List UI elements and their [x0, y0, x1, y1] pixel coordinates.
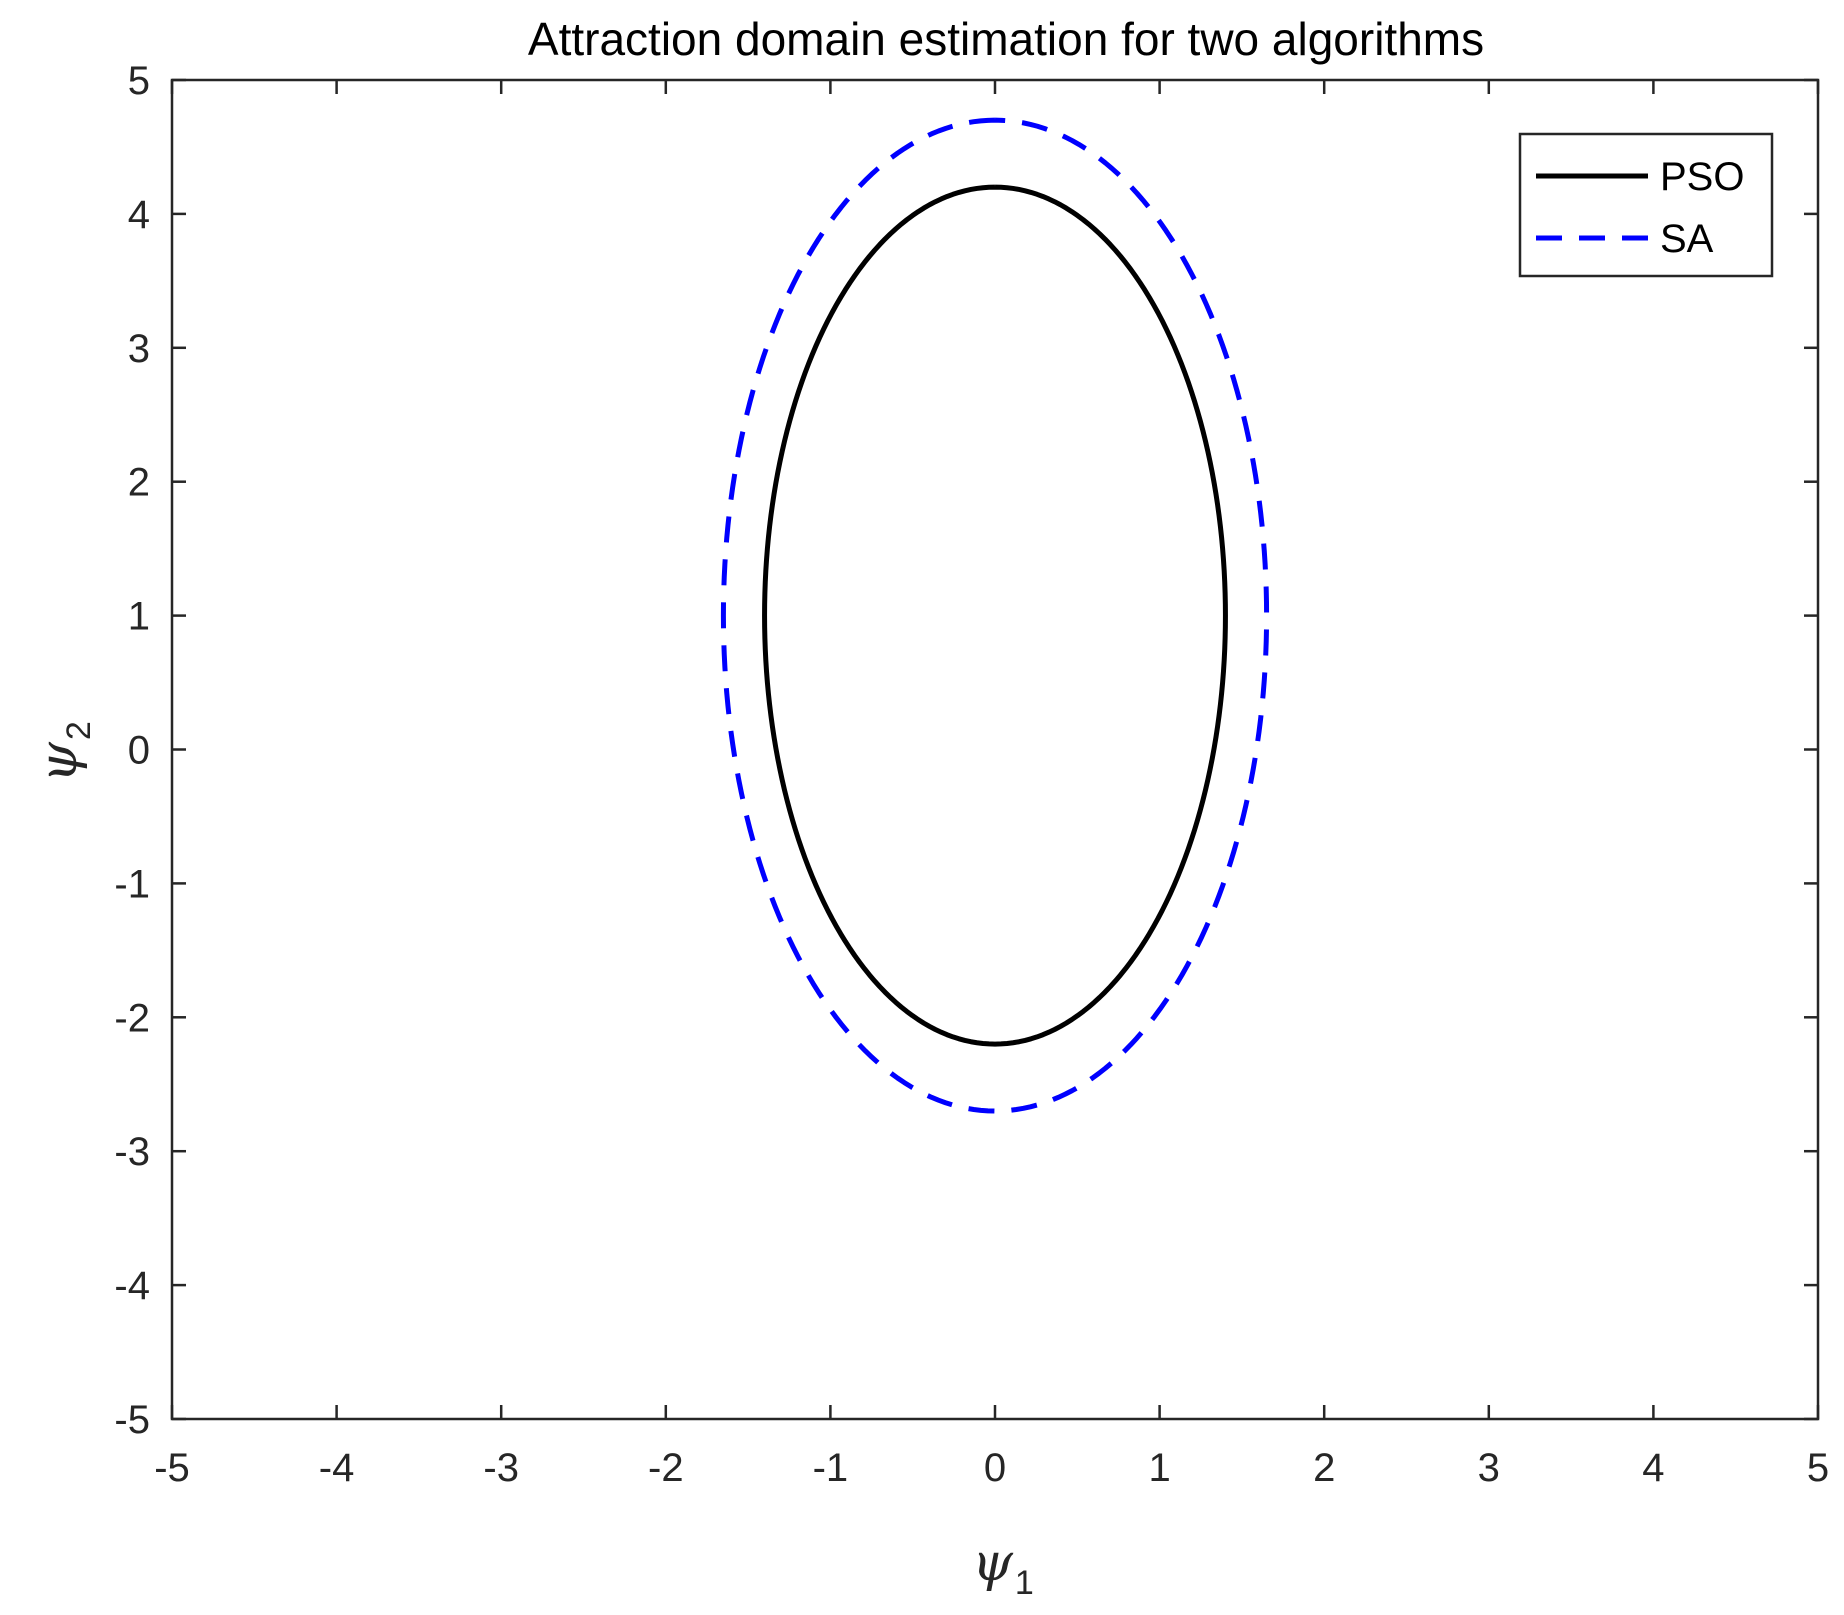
- x-tick-label: 0: [984, 1446, 1006, 1490]
- series-pso-curve: [762, 184, 1228, 1047]
- y-tick-label: 0: [128, 729, 150, 773]
- y-tick-label: 3: [128, 327, 150, 371]
- x-tick-label: -2: [648, 1446, 684, 1490]
- x-axis-label: ψ1: [972, 1533, 1034, 1602]
- plot-area: [172, 80, 1818, 1419]
- x-tick-label: 3: [1478, 1446, 1500, 1490]
- ticks-layer: -5 -4 -3 -2 -1 0 1 2 3 4 5 -5 -4 -3 -2 -1 0 1 2 3 4 5: [114, 59, 1829, 1490]
- x-tick-label: 2: [1313, 1446, 1335, 1490]
- legend: PSO SA: [1518, 132, 1774, 278]
- y-tick-label: -1: [114, 862, 150, 906]
- legend-label-pso: PSO: [1660, 155, 1744, 199]
- y-tick-label: 2: [128, 461, 150, 505]
- y-tick-label: -3: [114, 1130, 150, 1174]
- x-tick-label: 4: [1642, 1446, 1664, 1490]
- x-tick-label: -4: [319, 1446, 355, 1490]
- x-tick-label: -5: [154, 1446, 190, 1490]
- x-tick-label: 1: [1148, 1446, 1170, 1490]
- x-tick-label: -1: [813, 1446, 849, 1490]
- y-axis-label: ψ2: [29, 721, 98, 783]
- legend-box: [1518, 132, 1774, 278]
- y-tick-label: 4: [128, 193, 150, 237]
- x-tick-label: -3: [483, 1446, 519, 1490]
- y-tick-label: -2: [114, 996, 150, 1040]
- plot-frame: [170, 78, 1820, 1421]
- series-sa-curve: [720, 117, 1270, 1114]
- y-tick-label: -4: [114, 1264, 150, 1308]
- y-tick-label: 1: [128, 595, 150, 639]
- y-tick-label: -5: [114, 1398, 150, 1442]
- y-tick-label: 5: [128, 59, 150, 103]
- chart-title: Attraction domain estimation for two alg…: [528, 13, 1484, 65]
- series-layer: [720, 117, 1270, 1114]
- x-tick-label: 5: [1807, 1446, 1829, 1490]
- legend-label-sa: SA: [1660, 217, 1714, 261]
